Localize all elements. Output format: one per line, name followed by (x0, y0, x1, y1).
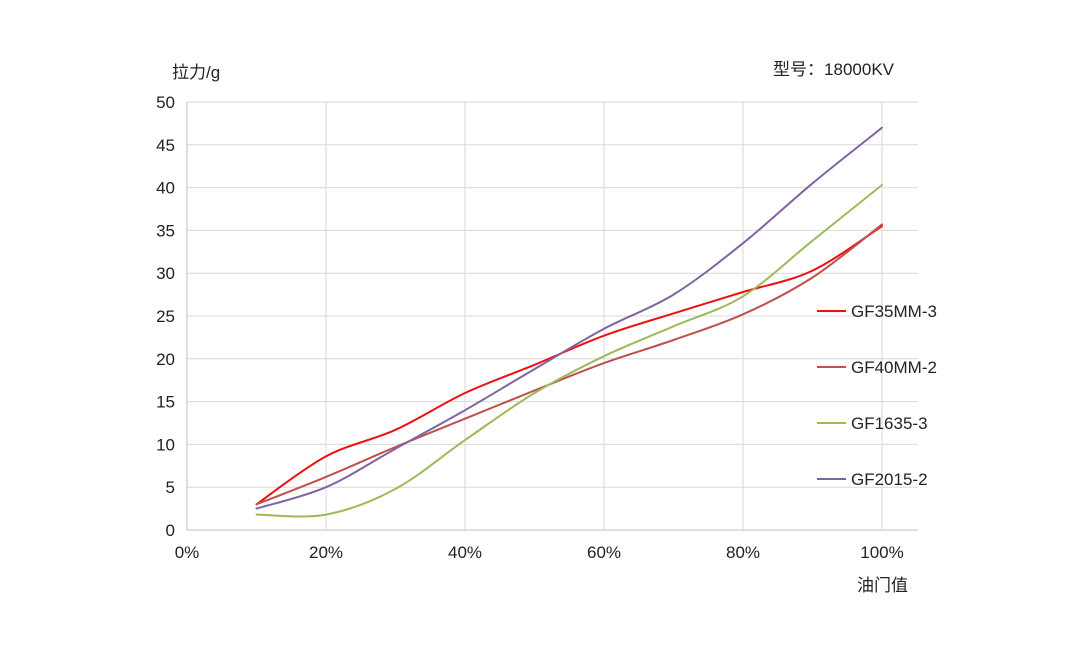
legend-label: GF2015-2 (851, 470, 928, 489)
y-tick-label: 10 (156, 435, 175, 454)
x-tick-label: 80% (726, 543, 760, 562)
y-tick-label: 45 (156, 136, 175, 155)
y-tick-label: 0 (166, 521, 175, 540)
legend: GF35MM-3 GF40MM-2 GF1635-3 GF2015-2 (817, 302, 937, 489)
x-axis-label: 油门值 (857, 576, 908, 595)
y-tick-label: 35 (156, 221, 175, 240)
series-line-gf2015-2 (255, 126, 883, 510)
y-axis-ticks: 0 5 10 15 20 25 30 35 40 45 50 (156, 93, 175, 540)
y-tick-label: 50 (156, 93, 175, 112)
x-tick-label: 100% (860, 543, 903, 562)
x-axis-ticks: 0% 20% 40% 60% 80% 100% (175, 543, 904, 562)
y-tick-label: 5 (166, 478, 175, 497)
series-line-gf1635-3 (255, 184, 883, 518)
grid-lines (186, 101, 918, 531)
y-tick-label: 15 (156, 393, 175, 412)
series-lines (255, 126, 883, 518)
legend-label: GF40MM-2 (851, 358, 937, 377)
series-line-gf40mm-2 (255, 223, 883, 506)
x-tick-label: 40% (448, 543, 482, 562)
y-tick-label: 30 (156, 264, 175, 283)
y-tick-label: 40 (156, 179, 175, 198)
x-tick-label: 20% (309, 543, 343, 562)
y-tick-label: 20 (156, 350, 175, 369)
legend-label: GF1635-3 (851, 414, 928, 433)
series-line-gf35mm-3 (255, 225, 883, 506)
y-axis-label: 拉力/g (172, 63, 221, 82)
model-annotation: 型号：18000KV (773, 60, 894, 79)
y-tick-label: 25 (156, 307, 175, 326)
x-tick-label: 60% (587, 543, 621, 562)
x-tick-label: 0% (175, 543, 200, 562)
legend-label: GF35MM-3 (851, 302, 937, 321)
